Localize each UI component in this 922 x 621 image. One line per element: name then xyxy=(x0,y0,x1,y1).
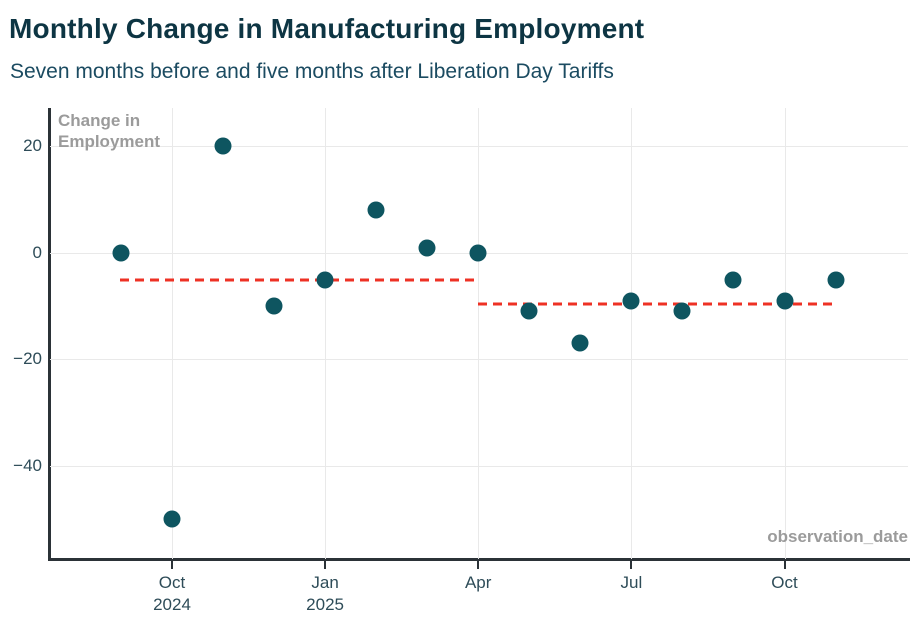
y-axis-label-line2: Employment xyxy=(58,132,161,151)
data-point xyxy=(776,292,793,310)
y-tick-label: −40 xyxy=(13,455,42,475)
data-point xyxy=(827,271,844,288)
x-tick-month: Jul xyxy=(620,573,643,592)
gridline-vertical xyxy=(172,108,173,559)
x-tick-year: 2025 xyxy=(306,595,345,614)
data-point xyxy=(367,201,385,219)
x-tick-month: Jan xyxy=(311,573,339,592)
x-tick-label: Jul xyxy=(621,572,643,594)
plot-area: Change in Employment observation_date xyxy=(50,108,908,559)
data-point xyxy=(163,510,181,528)
data-point xyxy=(520,302,538,320)
gridline-vertical xyxy=(478,108,480,559)
gridline-vertical xyxy=(325,108,327,559)
data-point xyxy=(571,334,589,352)
mean-line-post-tariff-average xyxy=(478,302,832,306)
y-tick-label: −20 xyxy=(13,349,42,369)
y-tick-label: 0 xyxy=(32,242,42,262)
data-point xyxy=(469,244,487,262)
x-tick-mark xyxy=(171,561,173,569)
y-axis-label: Change in Employment xyxy=(58,110,160,152)
x-tick-mark xyxy=(324,561,327,569)
data-point xyxy=(265,297,283,315)
x-tick-label: Jan 2025 xyxy=(306,572,344,616)
x-tick-label: Oct xyxy=(771,572,797,594)
data-point xyxy=(112,244,130,262)
data-point xyxy=(214,137,232,155)
gridline-vertical xyxy=(784,108,786,559)
chart-title: Monthly Change in Manufacturing Employme… xyxy=(9,13,645,44)
data-point xyxy=(418,239,436,256)
chart-subtitle: Seven months before and five months afte… xyxy=(10,60,614,83)
x-tick-label: Apr xyxy=(465,572,491,594)
data-point xyxy=(316,271,334,288)
x-tick-mark xyxy=(783,561,786,569)
y-tick-label: 20 xyxy=(23,136,42,156)
x-tick-year: 2024 xyxy=(153,595,191,614)
data-point xyxy=(673,302,691,320)
mean-line-pre-tariff-average xyxy=(119,278,478,282)
data-point xyxy=(724,271,742,288)
y-axis-line xyxy=(48,108,51,561)
data-point xyxy=(622,292,640,310)
gridline-vertical xyxy=(631,108,633,559)
x-tick-label: Oct 2024 xyxy=(153,572,191,616)
x-tick-month: Oct xyxy=(158,573,186,592)
x-axis-line xyxy=(48,558,910,561)
x-tick-mark xyxy=(630,561,633,569)
x-tick-month: Oct xyxy=(771,573,798,592)
y-axis-label-line1: Change in xyxy=(58,111,141,130)
x-tick-mark xyxy=(477,561,480,569)
x-axis-label: observation_date xyxy=(767,527,908,546)
x-tick-month: Apr xyxy=(464,573,492,592)
